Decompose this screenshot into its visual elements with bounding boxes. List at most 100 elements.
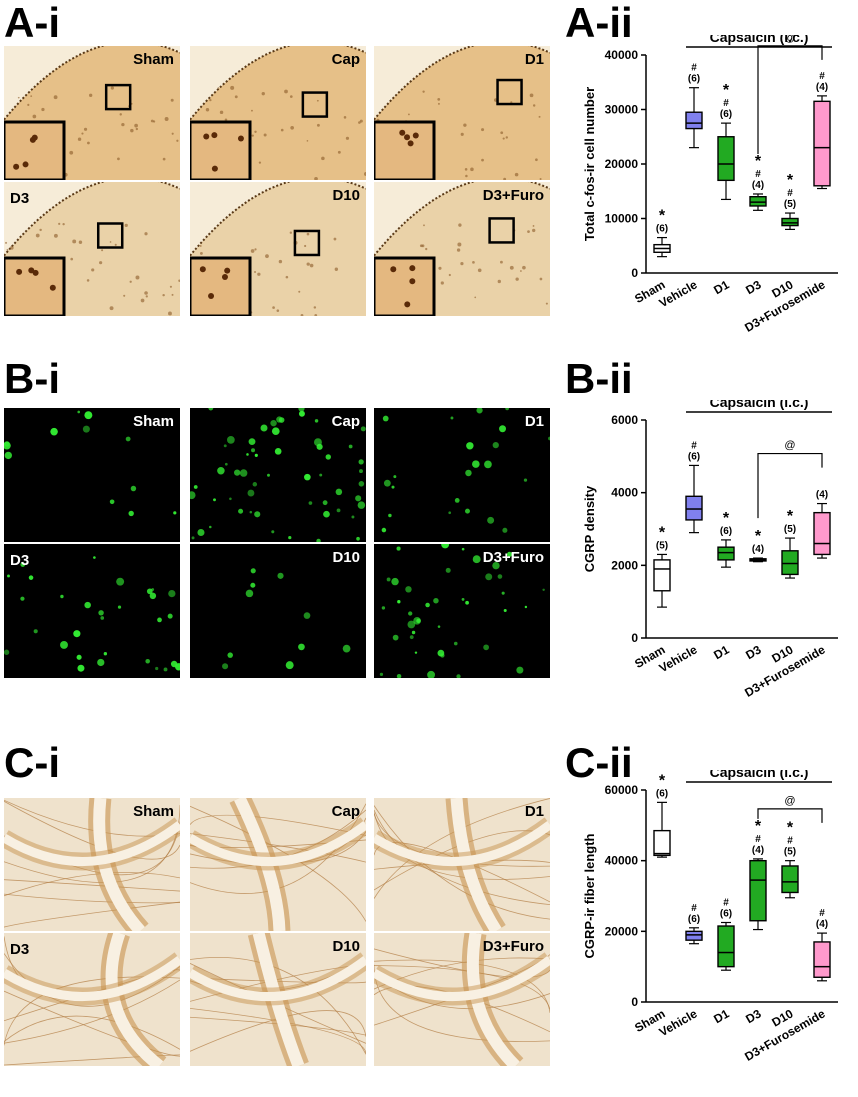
significance-annotation: * xyxy=(659,208,666,225)
box-d1 xyxy=(717,539,735,568)
panel-label-c-ii: C-ii xyxy=(565,739,633,786)
box-vehicle xyxy=(685,87,703,149)
y-tick-label: 10000 xyxy=(605,212,639,226)
significance-annotation: # xyxy=(723,98,729,109)
significance-annotation: (6) xyxy=(656,788,668,799)
significance-annotation: (6) xyxy=(656,224,668,235)
micrograph-label: D3 xyxy=(10,190,30,207)
micrograph-ihc-5: D10 xyxy=(190,182,366,316)
micrograph-fluor-5: D10 xyxy=(190,544,366,678)
micrograph-fiber-2: Cap xyxy=(190,798,366,931)
capsaicin-bracket-label: Capsaicin (i.c.) xyxy=(710,35,809,45)
micrograph-label: D10 xyxy=(332,549,360,566)
significance-annotation: * xyxy=(659,772,666,789)
y-tick-label: 60000 xyxy=(605,783,639,797)
y-tick-label: 20000 xyxy=(605,157,639,171)
y-tick-label: 2000 xyxy=(611,558,638,572)
significance-annotation: (6) xyxy=(720,526,732,537)
significance-annotation: * xyxy=(787,508,794,525)
box-d10 xyxy=(781,537,799,579)
comparison-bracket xyxy=(757,45,823,154)
micrograph-ihc-1: Sham xyxy=(4,46,180,180)
significance-annotation: (5) xyxy=(656,540,668,551)
micrograph-label: D1 xyxy=(524,803,544,820)
micrograph-label: Cap xyxy=(331,803,360,820)
box-d3-furosemide xyxy=(813,95,831,190)
significance-annotation: # xyxy=(787,188,793,199)
significance-annotation: (5) xyxy=(784,524,796,535)
micrograph-ihc-4: D3 xyxy=(4,182,180,316)
significance-annotation: (4) xyxy=(752,845,764,856)
y-tick-label: 40000 xyxy=(605,48,639,62)
significance-annotation: (6) xyxy=(688,914,700,925)
significance-annotation: # xyxy=(787,836,793,847)
significance-annotation: * xyxy=(787,172,794,189)
y-tick-label: 0 xyxy=(631,266,638,280)
comparison-label: @ xyxy=(784,440,795,452)
significance-annotation: * xyxy=(755,153,762,170)
significance-annotation: # xyxy=(819,908,825,919)
micrograph-label: D10 xyxy=(332,187,360,204)
comparison-bracket xyxy=(757,808,823,823)
cgrp-fiber-length-box-plot: Capsaicin (i.c.) 0 20000 40000 60000 CGRP-ir … xyxy=(582,770,838,1064)
x-category-label: D3 xyxy=(743,277,764,297)
panel-label-b-i: B-i xyxy=(4,355,60,402)
box-vehicle xyxy=(685,927,703,945)
box-d3 xyxy=(749,557,767,563)
capsaicin-bracket-label: Capsaicin (i.c.) xyxy=(710,770,809,780)
box-d1 xyxy=(717,122,735,201)
box-d3-furosemide xyxy=(813,502,831,559)
micrograph-fluor-1: Sham xyxy=(4,408,180,542)
significance-annotation: (6) xyxy=(720,909,732,920)
micrograph-fiber-3: D1 xyxy=(374,798,550,931)
significance-annotation: (6) xyxy=(720,109,732,120)
box-sham xyxy=(653,553,671,608)
micrograph-fluor-3: D1 xyxy=(374,408,550,542)
capsaicin-bracket-label: Capsaicin (i.c.) xyxy=(710,400,809,410)
significance-annotation: (4) xyxy=(752,544,764,555)
y-tick-label: 4000 xyxy=(611,486,638,500)
comparison-label: @ xyxy=(784,35,795,44)
micrograph-fluor-2: Cap xyxy=(190,408,366,542)
significance-annotation: (5) xyxy=(784,847,796,858)
micrograph-label: D3+Furo xyxy=(482,187,544,204)
panel-label-a-ii: A-ii xyxy=(565,0,633,46)
x-category-label: D3 xyxy=(743,642,764,662)
micrograph-fluor-4: D3 xyxy=(4,544,180,678)
box-d10 xyxy=(781,212,799,230)
significance-annotation: # xyxy=(723,898,729,909)
box-d3 xyxy=(749,858,767,931)
significance-annotation: (4) xyxy=(816,919,828,930)
y-tick-label: 30000 xyxy=(605,103,639,117)
significance-annotation: (6) xyxy=(688,451,700,462)
micrograph-fiber-5: D10 xyxy=(190,933,366,1066)
micrograph-label: D3 xyxy=(10,552,30,569)
significance-annotation: # xyxy=(691,440,697,451)
c-fos-box-plot: Capsaicin (i.c.) 0 10000 20000 30000 40000 Tot… xyxy=(582,35,838,335)
significance-annotation: (4) xyxy=(752,180,764,191)
x-category-label: D3 xyxy=(743,1006,764,1026)
box-sham xyxy=(653,801,671,858)
micrograph-label: D3+Furo xyxy=(482,938,544,955)
micrograph-label: Cap xyxy=(331,413,360,430)
micrograph-label: D1 xyxy=(524,51,544,68)
x-category-label: D1 xyxy=(711,1006,732,1026)
panel-label-b-ii: B-ii xyxy=(565,355,633,402)
y-tick-label: 0 xyxy=(631,631,638,645)
significance-annotation: (4) xyxy=(816,82,828,93)
micrograph-fiber-6: D3+Furo xyxy=(374,933,550,1066)
box-d10 xyxy=(781,860,799,899)
y-tick-label: 20000 xyxy=(605,924,639,938)
micrograph-label: Sham xyxy=(133,803,174,820)
y-tick-label: 40000 xyxy=(605,854,639,868)
box-sham xyxy=(653,236,671,258)
significance-annotation: # xyxy=(819,71,825,82)
micrograph-fiber-1: Sham xyxy=(4,798,180,931)
significance-annotation: # xyxy=(691,63,697,74)
significance-annotation: # xyxy=(691,903,697,914)
y-axis-label: CGRP density xyxy=(582,485,597,572)
y-tick-label: 0 xyxy=(631,995,638,1009)
comparison-bracket xyxy=(757,452,823,519)
micrograph-label: D3 xyxy=(10,941,30,958)
panel-label-a-i: A-i xyxy=(4,0,60,46)
